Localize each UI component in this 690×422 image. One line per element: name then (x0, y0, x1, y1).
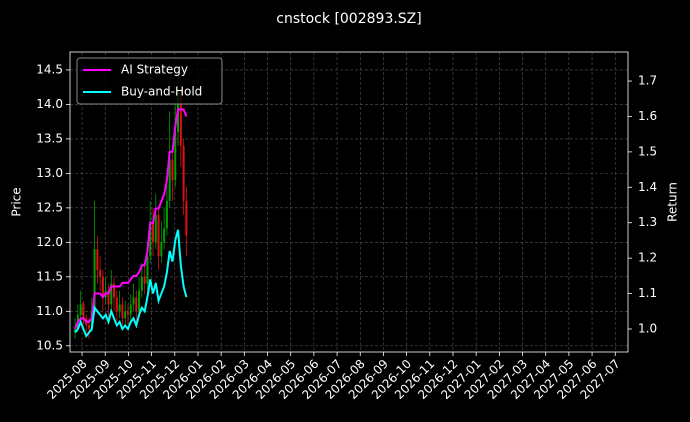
candle-body (113, 283, 116, 298)
candle-body (149, 221, 152, 257)
candle-body (154, 214, 157, 243)
candle-body (118, 304, 121, 312)
candle-body (101, 276, 104, 298)
candle-body (96, 249, 99, 270)
candle-body (165, 200, 168, 229)
candle-body (163, 228, 166, 243)
candle-body (129, 304, 132, 315)
y2-tick-label: 1.1 (638, 286, 657, 300)
return-line (74, 229, 188, 339)
candle-body (143, 276, 146, 284)
legend-label: Buy-and-Hold (121, 85, 202, 99)
y-tick-label: 12.0 (36, 235, 63, 249)
candle-body (132, 297, 135, 305)
candle-body (115, 297, 118, 312)
y-tick-label: 14.5 (36, 62, 63, 76)
candle-body (168, 159, 171, 201)
y2-tick-label: 1.2 (638, 251, 657, 265)
plot-frame (69, 51, 629, 353)
candle-body (124, 311, 127, 319)
candle-body (99, 269, 102, 277)
y-tick-label: 11.5 (36, 269, 63, 283)
candle-body (171, 159, 174, 181)
legend-label: AI Strategy (121, 63, 188, 77)
candle-body (182, 145, 185, 201)
y-tick-label: 14.0 (36, 97, 63, 111)
candle-body (140, 276, 143, 291)
candle-body (185, 200, 188, 236)
y-tick-label: 11.0 (36, 304, 63, 318)
y2-tick-label: 1.7 (638, 74, 657, 88)
y-tick-label: 10.5 (36, 338, 63, 352)
candle-body (121, 304, 124, 319)
candle-body (138, 290, 141, 312)
candle-body (135, 297, 138, 312)
candle-body (93, 249, 96, 312)
candle-body (88, 325, 91, 329)
chart-title: cnstock [002893.SZ] (276, 11, 421, 27)
y2-tick-label: 1.5 (638, 144, 657, 158)
y2-axis-label: Return (666, 182, 680, 222)
candle-body (107, 290, 110, 305)
candle-body (110, 283, 113, 305)
return-line (74, 108, 188, 330)
y-tick-label: 13.5 (36, 131, 63, 145)
y2-tick-label: 1.3 (638, 215, 657, 229)
y-tick-label: 12.5 (36, 200, 63, 214)
candle-body (157, 214, 160, 257)
y2-tick-label: 1.4 (638, 180, 657, 194)
candle-body (74, 328, 77, 332)
candle-body (79, 304, 82, 315)
candle-body (151, 221, 154, 243)
candle-body (126, 311, 129, 315)
candle-body (179, 90, 182, 146)
legend-box (76, 57, 223, 105)
y2-tick-label: 1.0 (638, 321, 657, 335)
candle-body (146, 256, 149, 284)
y-tick-label: 13.0 (36, 166, 63, 180)
candle-body (82, 304, 85, 319)
candle-body (160, 242, 163, 257)
y-axis-label: Price (10, 187, 24, 216)
y2-tick-label: 1.6 (638, 109, 657, 123)
candle-body (174, 132, 177, 181)
